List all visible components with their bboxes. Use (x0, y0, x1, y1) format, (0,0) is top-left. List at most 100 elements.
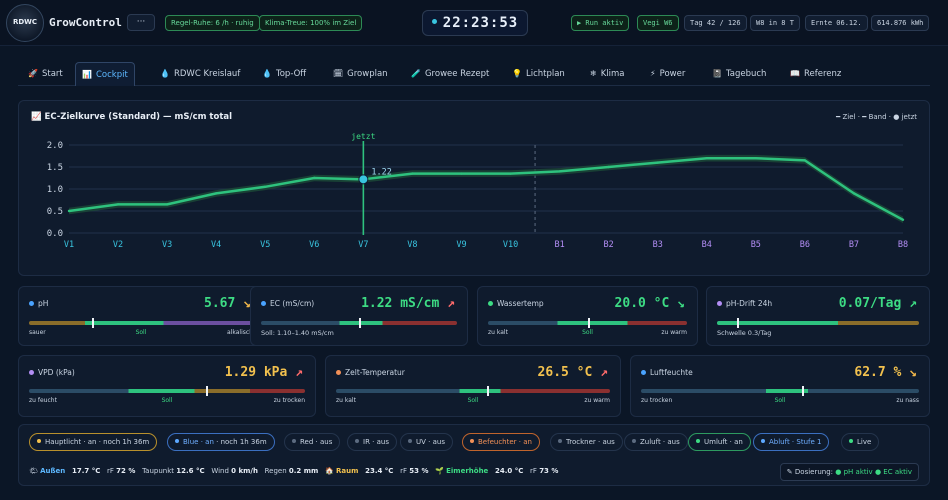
data-point (214, 192, 218, 195)
chip-label: Trockner · aus (566, 438, 615, 446)
status-dot-icon (849, 439, 853, 443)
device-chip[interactable]: Umluft · an (688, 433, 751, 451)
gauge-marker (737, 318, 740, 328)
droplet-icon: 💧 (262, 69, 272, 78)
trend-arrow-icon: ↗ (447, 296, 455, 311)
tab-label: Power (659, 69, 686, 79)
tab-referenz[interactable]: 📖 Referenz (788, 62, 843, 86)
device-chip[interactable]: IR · aus (347, 433, 397, 451)
metric-card[interactable]: pH 5.67 ↘ sauer Soll alkalisch (18, 286, 264, 346)
x-tick-label: V7 (358, 240, 368, 250)
metric-value: 20.0 °C ↘ (615, 296, 685, 311)
x-tick-label: B4 (702, 240, 712, 250)
tab-top-off[interactable]: 💧 Top-Off (260, 62, 308, 86)
outside-rh-label: rF (107, 467, 114, 475)
status-dot-icon (641, 370, 646, 375)
sun-icon: 🌤 (29, 467, 38, 475)
status-dot-icon (261, 301, 266, 306)
outside-weather: 🌤 Außen 17.7 °C rF 72 % Taupunkt 12.6 °C… (29, 467, 558, 475)
device-chip[interactable]: Zuluft · aus (624, 433, 688, 451)
metric-label: Zelt-Temperatur (336, 368, 405, 377)
metric-label-text: pH-Drift 24h (726, 299, 773, 308)
x-tick-label: V1 (64, 240, 74, 250)
rule-status-pill: Regel-Ruhe: 6 /h · ruhig (165, 15, 260, 31)
dosing-status[interactable]: ✎ Dosierung: ● pH aktiv ● EC aktiv (779, 463, 919, 481)
metric-card[interactable]: Zelt-Temperatur 26.5 °C ↗ zu kalt Soll zu wa… (325, 355, 621, 417)
tab-klima[interactable]: ❄ Klima (588, 62, 627, 86)
device-chip[interactable]: Red · aus (284, 433, 341, 451)
device-chip[interactable]: Hauptlicht · an · noch 1h 36m (29, 433, 158, 451)
tab-label: Top-Off (275, 69, 307, 79)
metric-card[interactable]: EC (mS/cm) 1.22 mS/cm ↗ Soll: 1.10–1.40 mS… (250, 286, 468, 346)
metric-label: Wassertemp (488, 299, 544, 308)
gauge-low-label: zu kalt (488, 329, 508, 336)
dosing-ec-text: EC aktiv (883, 468, 912, 476)
metric-value-text: 62.7 % (854, 365, 902, 380)
status-dot-icon (336, 370, 341, 375)
metric-value-text: 0.07/Tag (838, 296, 902, 311)
climate-status-pill: Klima-Treue: 100% im Ziel (259, 15, 363, 31)
x-tick-label: B3 (653, 240, 663, 250)
device-chip[interactable]: Live (841, 433, 880, 451)
gauge-high-label: zu trocken (273, 397, 305, 404)
tab-tagebuch[interactable]: 📓 Tagebuch (710, 62, 768, 86)
metric-label: VPD (kPa) (29, 368, 75, 377)
room-label: Raum (335, 467, 359, 475)
tab-cockpit[interactable]: 📊 Cockpit (75, 62, 135, 86)
tab-label: Growee Rezept (424, 69, 490, 79)
gauge-low-label: sauer (29, 329, 46, 336)
tab-lichtplan[interactable]: 💡 Lichtplan (510, 62, 567, 86)
metric-value: 1.22 mS/cm ↗ (361, 296, 455, 311)
gauge-marker (91, 318, 94, 328)
device-chip[interactable]: Befeuchter · an (462, 433, 540, 451)
metric-card[interactable]: Luftfeuchte 62.7 % ↘ zu trocken Soll zu nass (630, 355, 930, 417)
metric-label: pH (29, 299, 48, 308)
data-point (411, 172, 414, 175)
tab-growplan[interactable]: 🗓 Growplan (331, 62, 390, 86)
gauge-high-label: zu warm (661, 329, 687, 336)
tab-label: Lichtplan (525, 69, 565, 79)
metric-label-text: Wassertemp (497, 299, 544, 308)
series-line-ziel (68, 156, 904, 221)
metric-card[interactable]: Wassertemp 20.0 °C ↘ zu kalt Soll zu warm (477, 286, 698, 346)
status-panel: Hauptlicht · an · noch 1h 36m Blue · an ·… (18, 424, 930, 486)
metric-card[interactable]: pH-Drift 24h 0.07/Tag ↗ Schwelle 0.3/Tag (706, 286, 930, 346)
ec-chart: 0.0 0.5 1.0 1.5 2.0 jetzt 1.22 V1 V2 V3 V4 V5 V6 V7 V8… (47, 132, 908, 250)
metric-card[interactable]: VPD (kPa) 1.29 kPa ↗ zu feucht Soll zu trock… (18, 355, 316, 417)
now-marker (358, 174, 369, 185)
range-gauge (641, 386, 919, 396)
tab-power[interactable]: ⚡ Power (648, 62, 687, 86)
app-logo[interactable]: RDWC (6, 4, 44, 42)
metric-label-text: EC (mS/cm) (270, 299, 315, 308)
gauge-target-label: Soll (467, 397, 479, 404)
bucket-rh: 73 % (539, 467, 559, 475)
range-gauge (717, 318, 919, 328)
data-point (754, 157, 758, 160)
trend-arrow-icon: ↗ (295, 365, 303, 380)
chip-label: Abluft · Stufe 1 (769, 438, 822, 446)
data-point (607, 165, 610, 169)
data-point (116, 203, 120, 206)
metric-label: EC (mS/cm) (261, 299, 314, 308)
status-dot-icon (470, 439, 474, 443)
tab-growee-rezept[interactable]: 🧪 Growee Rezept (409, 62, 491, 86)
more-menu-button[interactable]: ··· (127, 14, 155, 31)
tab-label: Tagebuch (725, 69, 767, 79)
device-chip[interactable]: Blue · an · noch 1h 36m (167, 433, 275, 451)
data-point (558, 170, 561, 173)
room-rh: 53 % (409, 467, 429, 475)
device-chip[interactable]: Trockner · aus (550, 433, 623, 451)
chip-label: Befeuchter · an (478, 438, 532, 446)
bolt-icon: ⚡ (650, 69, 656, 78)
status-dot-icon (29, 370, 34, 375)
run-status-pill[interactable]: ▶ Run aktiv (571, 15, 630, 31)
metric-subtext: Soll: 1.10–1.40 mS/cm (261, 329, 334, 337)
data-point (67, 209, 71, 213)
tab-start[interactable]: 🚀 Start (26, 62, 65, 86)
energy-pill: 614.876 kWh (871, 15, 930, 31)
device-chip[interactable]: UV · aus (400, 433, 453, 451)
x-tick-label: V4 (211, 240, 221, 250)
x-tick-label: B5 (751, 240, 761, 250)
tab-rdwc-kreislauf[interactable]: 💧 RDWC Kreislauf (158, 62, 242, 86)
device-chip[interactable]: Abluft · Stufe 1 (753, 433, 830, 451)
